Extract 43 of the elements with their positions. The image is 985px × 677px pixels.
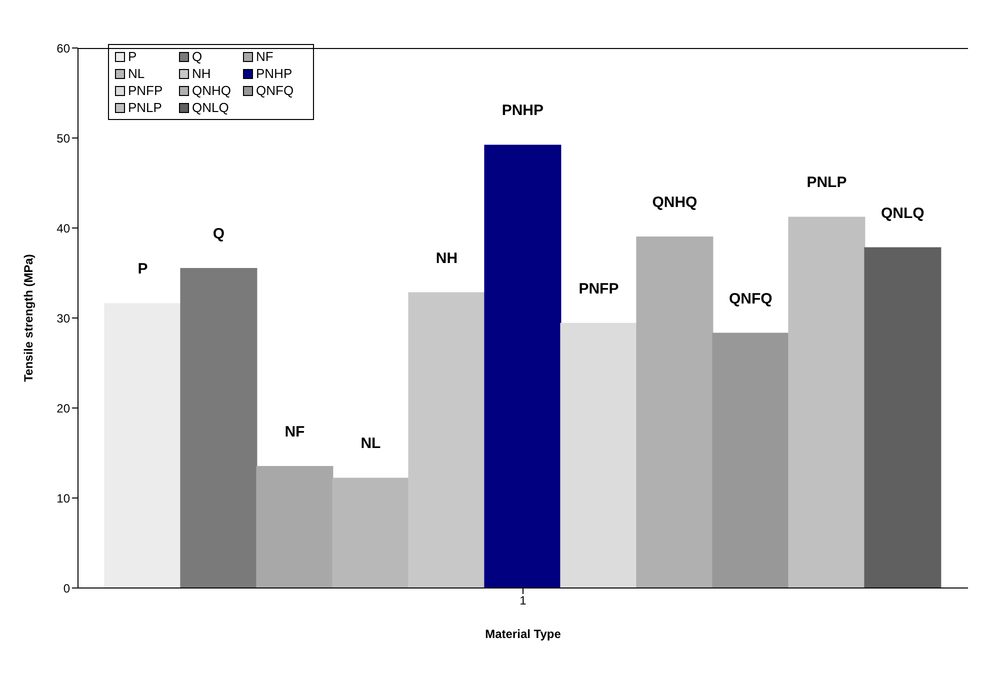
- bar: [864, 247, 942, 588]
- y-axis-title: Tensile strength (MPa): [21, 254, 36, 382]
- legend-label: QNFQ: [256, 83, 294, 98]
- legend-label: NH: [192, 66, 211, 81]
- text: PNHP: [502, 102, 544, 120]
- bar: [560, 322, 638, 588]
- text: Q: [212, 226, 225, 242]
- text: P: [138, 260, 148, 278]
- text: NH: [436, 250, 458, 267]
- legend-label: Q: [192, 49, 202, 64]
- legend-label: NF: [256, 49, 274, 64]
- text: QNFQ: [729, 290, 772, 308]
- y-tick-label: 40: [56, 221, 70, 236]
- legend-label: QNLQ: [192, 100, 229, 115]
- legend-label: PNHP: [256, 66, 292, 81]
- legend-label: PNLP: [128, 100, 162, 115]
- bar: [256, 466, 334, 588]
- bar: [180, 268, 258, 588]
- text: QNHQ: [652, 194, 698, 211]
- y-tick-label: 0: [63, 581, 70, 596]
- y-tick-label: 60: [56, 41, 70, 56]
- legend-label: QNHQ: [192, 83, 231, 98]
- y-tick-label: 10: [56, 491, 70, 506]
- text: PNFP: [578, 280, 619, 298]
- bar: [332, 478, 410, 588]
- y-tick-label: 50: [56, 131, 70, 146]
- text: QNLQ: [881, 204, 924, 222]
- text: NF: [284, 424, 305, 440]
- bar: [712, 332, 790, 588]
- text: PNLP: [806, 174, 847, 192]
- bar: [484, 144, 562, 588]
- y-tick-label: 30: [56, 311, 70, 326]
- bar: [104, 303, 182, 588]
- legend-label: P: [128, 49, 137, 64]
- legend-label: NL: [128, 66, 145, 81]
- x-tick-label: 1: [520, 594, 527, 608]
- text: NL: [360, 435, 381, 452]
- y-tick-label: 20: [56, 401, 70, 416]
- legend-label: PNFP: [128, 83, 163, 98]
- bar: [408, 292, 486, 588]
- x-axis-title: Material Type: [485, 627, 562, 641]
- bar: [636, 236, 714, 588]
- bar: [788, 216, 866, 588]
